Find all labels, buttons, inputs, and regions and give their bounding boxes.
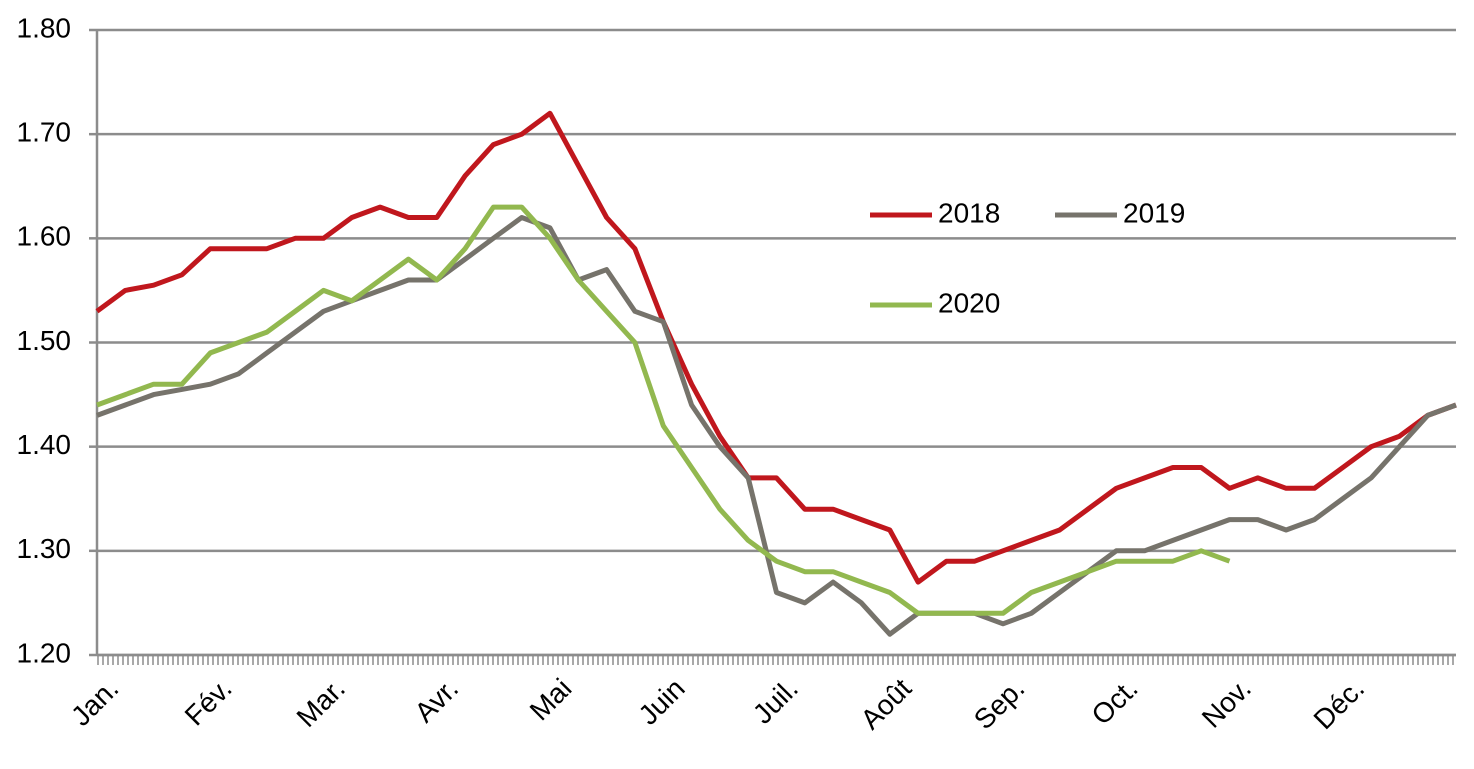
y-tick-label: 1.40 [17,429,72,460]
x-tick-label: Sep. [968,673,1031,736]
y-tick-label: 1.20 [17,637,72,668]
legend-label: 2019 [1123,197,1185,228]
x-tick-label: Avr. [409,673,465,729]
series-line [96,215,1457,637]
legend-label: 2020 [938,287,1000,318]
y-tick-label: 1.70 [17,117,72,148]
x-tick-label: Fév. [179,673,238,732]
y-tick-label: 1.50 [17,325,72,356]
x-tick-label: Juil. [747,673,804,730]
x-tick-label: Déc. [1308,673,1371,736]
x-tick-label: Mar. [291,673,351,733]
y-tick-label: 1.30 [17,533,72,564]
series-line [95,110,1457,585]
x-tick-label: Jan. [65,673,124,732]
x-tick-label: Mai [524,673,578,727]
x-tick-label: Oct. [1085,673,1143,731]
x-axis-minor-ticks [97,655,1456,665]
legend-label: 2018 [938,197,1000,228]
series-line [96,204,1231,616]
x-tick-label: Nov. [1196,673,1257,734]
x-tick-label: Août [855,672,918,735]
y-tick-label: 1.80 [17,12,72,43]
x-tick-label: Juin [632,673,690,731]
y-tick-label: 1.60 [17,221,72,252]
